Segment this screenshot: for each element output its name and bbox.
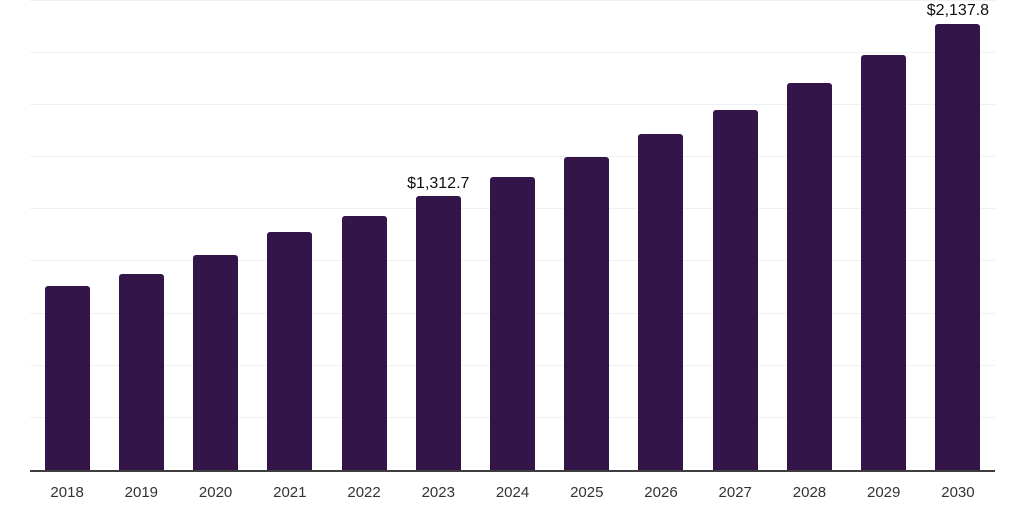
x-tick-label-2020: 2020: [198, 484, 233, 501]
x-tick-label-2027: 2027: [718, 484, 752, 501]
bar-2027: [712, 110, 758, 470]
bar-slot-2019: [104, 0, 178, 470]
bars-container: $1,312.7 $2,137.8: [30, 0, 995, 470]
bar-2018: [44, 286, 90, 470]
bar-2021: [267, 232, 313, 470]
x-tick-label-2023: 2023: [421, 484, 455, 501]
bar-chart: $1,312.7 $2,137.8 2018 2019 2020 2021 2022 202…: [30, 0, 995, 501]
x-tick-label-2025: 2025: [570, 484, 604, 501]
bar-slot-2021: [253, 0, 327, 470]
bar-2024: [490, 176, 536, 470]
bar-2020: [193, 255, 239, 470]
bar-2028: [786, 83, 832, 470]
bar-slot-2029: [847, 0, 921, 470]
bar-2019: [118, 273, 164, 470]
plot-area: $1,312.7 $2,137.8: [30, 0, 995, 472]
data-label-2023: $1,312.7: [407, 174, 470, 192]
x-tick-label-2026: 2026: [644, 484, 678, 501]
bar-2022: [341, 215, 387, 470]
bar-2030: [935, 24, 981, 470]
bar-slot-2018: [30, 0, 104, 470]
bar-slot-2024: [475, 0, 549, 470]
x-tick-label-2024: 2024: [495, 484, 530, 501]
bar-2025: [564, 157, 610, 470]
bar-2029: [861, 54, 907, 470]
data-label-2030: $2,137.8: [926, 2, 990, 20]
x-tick-label-2030: 2030: [941, 484, 975, 501]
bar-2026: [638, 134, 684, 470]
x-tick-label-2029: 2029: [867, 484, 901, 501]
x-axis-labels: 2018 2019 2020 2021 2022 2023 2024 2025 2026 2027…: [30, 484, 995, 501]
bar-slot-2025: [550, 0, 624, 470]
bar-slot-2026: [624, 0, 698, 470]
gridline-2250: [30, 0, 995, 1]
bar-slot-2022: [327, 0, 401, 470]
bar-slot-2030: $2,137.8: [921, 0, 995, 470]
x-tick-label-2022: 2022: [347, 484, 381, 501]
bar-slot-2027: [698, 0, 772, 470]
x-tick-label-2028: 2028: [792, 484, 827, 501]
bar-2023: [415, 196, 461, 470]
bar-slot-2020: [178, 0, 252, 470]
x-tick-label-2018: 2018: [50, 484, 84, 501]
x-tick-label-2021: 2021: [273, 484, 307, 501]
gridline-1500: [30, 156, 995, 158]
bar-slot-2028: [772, 0, 846, 470]
gridline-1750: [30, 103, 995, 105]
bar-slot-2023: $1,312.7: [401, 0, 475, 470]
x-tick-label-2019: 2019: [124, 484, 159, 501]
gridline-2000: [30, 51, 995, 53]
